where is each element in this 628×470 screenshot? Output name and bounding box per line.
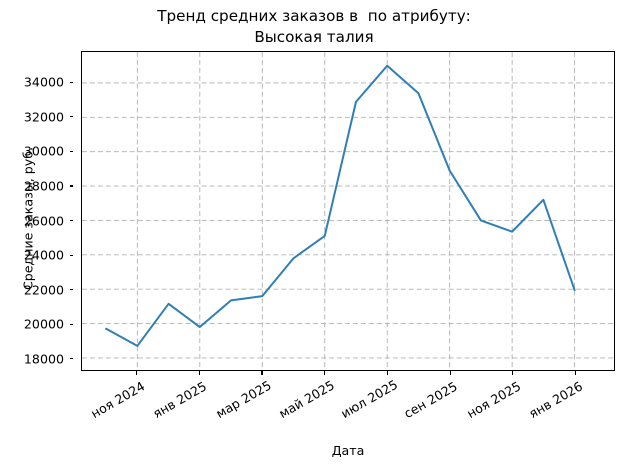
x-tick-mark — [261, 371, 263, 375]
x-tick-mark — [512, 371, 514, 375]
y-tick-label: 34000 — [23, 74, 64, 90]
chart-title-line-1: Тренд средних заказов в по атрибуту: — [157, 7, 471, 25]
x-axis-title: Дата — [331, 443, 365, 458]
x-tick-mark — [198, 371, 200, 375]
plot-area — [81, 51, 615, 371]
x-axis-tick-labels: ноя 2024 янв 2025 мар 2025 май 2025 июл 2025… — [0, 371, 628, 431]
y-tick-mark — [69, 220, 73, 222]
y-tick-mark — [69, 116, 73, 118]
x-tick-mark — [136, 371, 138, 375]
x-tick-label: янв 2025 — [150, 378, 210, 422]
x-tick-label: июл 2025 — [338, 376, 401, 422]
y-tick-mark — [69, 254, 73, 256]
y-tick-mark — [69, 150, 73, 152]
y-axis-tick-labels: 18000 20000 22000 24000 26000 28000 30000 32000… — [0, 51, 73, 371]
x-tick-label: янв 2026 — [526, 378, 586, 422]
y-tick-label: 24000 — [23, 247, 64, 263]
x-tick-mark — [324, 371, 326, 375]
x-tick-mark — [449, 371, 451, 375]
series-polyline — [105, 64, 576, 347]
x-tick-label: ноя 2025 — [464, 378, 524, 422]
x-tick-label: май 2025 — [275, 377, 337, 422]
x-tick-mark — [574, 371, 577, 375]
y-tick-label: 30000 — [23, 143, 64, 159]
y-tick-mark — [69, 81, 73, 83]
x-tick-label: сен 2025 — [401, 378, 460, 422]
x-tick-mark — [386, 371, 388, 375]
y-tick-mark — [69, 323, 73, 325]
x-tick-label: мар 2025 — [213, 377, 274, 422]
y-axis-title: Средние заказы, руб. — [20, 147, 36, 291]
y-tick-label: 18000 — [23, 351, 64, 367]
y-tick-label: 32000 — [23, 109, 64, 125]
chart-title-line-2: Высокая талия — [254, 28, 374, 46]
y-tick-label: 20000 — [23, 316, 64, 332]
grid-lines — [82, 52, 614, 370]
y-tick-mark — [69, 289, 73, 291]
y-tick-mark — [69, 358, 73, 360]
y-tick-label: 22000 — [23, 282, 64, 298]
data-series-line — [105, 64, 576, 347]
y-tick-label: 26000 — [23, 213, 64, 228]
x-tick-label: ноя 2024 — [87, 378, 147, 422]
chart-title: Тренд средних заказов в по атрибуту: Высо… — [0, 6, 628, 48]
y-tick-label: 28000 — [23, 178, 64, 194]
y-tick-mark — [69, 185, 73, 187]
